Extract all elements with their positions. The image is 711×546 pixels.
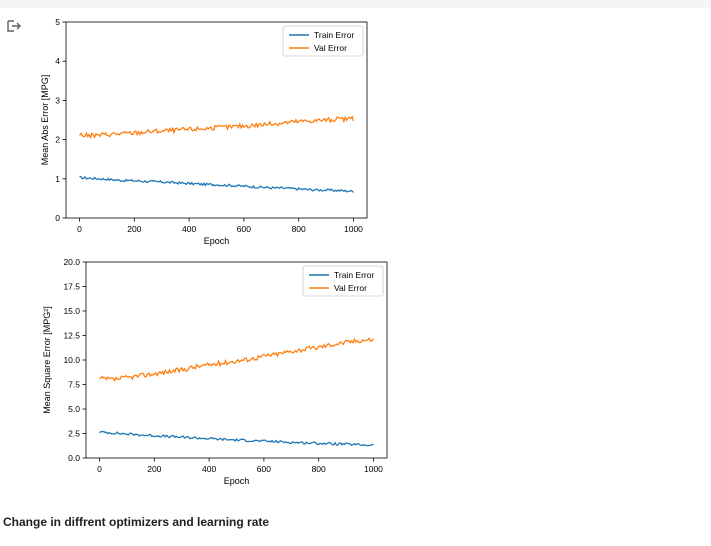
y-axis-label: Mean Square Error [MPG²] bbox=[42, 306, 52, 414]
mse-chart: 0 200 400 600 800 1000 0.0 2.5 5.0 7.5 10.0 12.5 15.… bbox=[0, 250, 420, 492]
x-tick-label: 0 bbox=[97, 464, 102, 474]
y-tick-label: 17.5 bbox=[63, 282, 80, 292]
y-tick-label: 12.5 bbox=[63, 331, 80, 341]
y-tick-label: 0.0 bbox=[68, 453, 80, 463]
y-tick-label: 7.5 bbox=[68, 380, 80, 390]
legend-label: Train Error bbox=[334, 270, 374, 280]
legend-label: Val Error bbox=[334, 283, 367, 293]
series-line-val bbox=[99, 337, 375, 383]
series-line-val bbox=[78, 115, 355, 140]
x-axis-label: Epoch bbox=[224, 476, 250, 486]
legend-label: Val Error bbox=[314, 43, 347, 53]
x-tick-label: 800 bbox=[292, 224, 306, 234]
x-tick-label: 200 bbox=[147, 464, 161, 474]
x-tick-label: 1000 bbox=[364, 464, 383, 474]
x-tick-label: 200 bbox=[127, 224, 141, 234]
x-tick-label: 400 bbox=[202, 464, 216, 474]
x-tick-label: 600 bbox=[257, 464, 271, 474]
y-axis-label: Mean Abs Error [MPG] bbox=[40, 75, 50, 166]
series-line-train bbox=[99, 430, 374, 447]
legend: Train Error Val Error bbox=[282, 25, 364, 57]
cell-top-bar bbox=[0, 0, 711, 8]
x-axis-label: Epoch bbox=[204, 236, 230, 246]
mae-chart: 0 200 400 600 800 1000 0 1 2 3 4 5 Epoch Mean Abs Err… bbox=[0, 10, 400, 252]
series-line-train bbox=[79, 176, 354, 193]
y-tick-label: 0 bbox=[55, 213, 60, 223]
y-tick-label: 2.5 bbox=[68, 429, 80, 439]
mse-chart-svg: 0 200 400 600 800 1000 0.0 2.5 5.0 7.5 10.0 12.5 15.… bbox=[42, 257, 388, 486]
x-tick-label: 0 bbox=[77, 224, 82, 234]
legend: Train Error Val Error bbox=[302, 265, 384, 297]
x-tick-label: 1000 bbox=[344, 224, 363, 234]
markdown-heading: Change in diffrent optimizers and learni… bbox=[3, 515, 270, 529]
y-tick-label: 5 bbox=[55, 17, 60, 27]
y-tick-label: 20.0 bbox=[63, 257, 80, 267]
y-tick-label: 2 bbox=[55, 135, 60, 145]
x-tick-label: 600 bbox=[237, 224, 251, 234]
y-tick-label: 10.0 bbox=[63, 355, 80, 365]
legend-label: Train Error bbox=[314, 30, 354, 40]
axes-frame bbox=[65, 21, 368, 219]
y-tick-label: 15.0 bbox=[63, 306, 80, 316]
x-tick-label: 800 bbox=[312, 464, 326, 474]
y-tick-label: 3 bbox=[55, 95, 60, 105]
y-tick-label: 4 bbox=[55, 56, 60, 66]
mae-chart-svg: 0 200 400 600 800 1000 0 1 2 3 4 5 Epoch Mean Abs Err… bbox=[40, 17, 368, 246]
x-tick-label: 400 bbox=[182, 224, 196, 234]
y-tick-label: 5.0 bbox=[68, 404, 80, 414]
output-arrow-icon[interactable] bbox=[6, 18, 22, 34]
y-tick-label: 1 bbox=[55, 174, 60, 184]
